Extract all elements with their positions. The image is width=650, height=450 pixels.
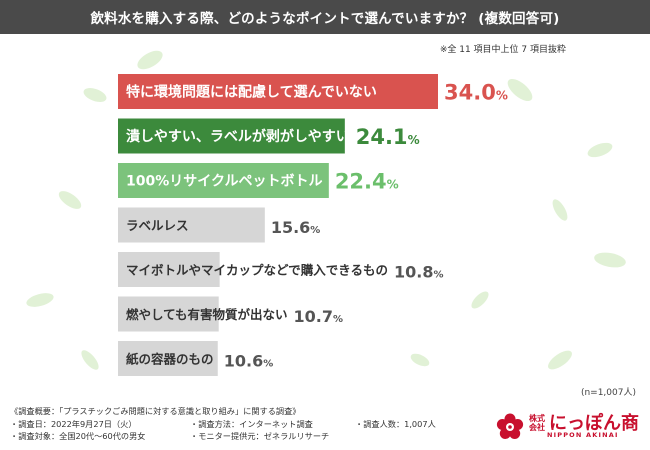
bar-2 <box>118 118 345 154</box>
bar-4 <box>118 207 265 243</box>
bar-label-2: 潰しやすい、ラベルが剥がしやすい <box>126 128 350 145</box>
bar-3 <box>118 163 329 198</box>
survey-count: ・調査人数：1,007人 <box>355 418 436 429</box>
bar-1 <box>118 74 438 109</box>
page-title: 飲料水を購入する際、どのようなポイントで選んでいますか？ (複数回答可) <box>0 0 650 34</box>
sample-size: (n=1,007人) <box>580 388 636 398</box>
bar-value-2: 24.1% <box>356 125 420 149</box>
survey-date: ・調査日：2022年9月27日（火） <box>10 418 137 429</box>
bar-6 <box>118 296 219 332</box>
bar-5 <box>118 252 220 287</box>
plum-blossom-icon <box>496 413 524 439</box>
bar-label-7: 紙の容器のもの <box>126 352 214 367</box>
bar-7 <box>118 341 218 376</box>
logo-company-type: 株式会社 <box>529 414 545 432</box>
bar-value-5: 10.8% <box>394 263 444 282</box>
survey-title: 《調査概要：「プラスチックごみ問題に対する意識と取り組み」に関する調査》 <box>10 406 301 416</box>
bar-label-1: 特に環境問題には配慮して選んでいない <box>126 84 377 101</box>
survey-method: ・調査方法：インターネット調査 <box>190 418 313 429</box>
company-logo: 株式会社 にっぽん商 NIPPON AKINAI <box>495 411 645 443</box>
bar-value-3: 22.4% <box>335 170 399 194</box>
logo-romaji: NIPPON AKINAI <box>547 431 619 439</box>
survey-target: ・調査対象：全国20代〜60代の男女 <box>10 431 146 441</box>
items-note: ※全 11 項目中上位 7 項目抜粋 <box>439 45 566 55</box>
bar-value-1: 34.0% <box>444 81 508 105</box>
bar-value-7: 10.6% <box>224 352 274 371</box>
bar-value-6: 10.7% <box>294 307 344 326</box>
bar-label-6: 燃やしても有害物質が出ない <box>126 307 288 322</box>
bar-value-4: 15.6% <box>271 218 321 237</box>
bar-label-5: マイボトルやマイカップなどで購入できるもの <box>126 263 388 278</box>
bar-label-3: 100%リサイクルペットボトル <box>126 174 323 190</box>
bar-label-4: ラベルレス <box>126 218 189 233</box>
survey-summary: 《調査概要：「プラスチックごみ問題に対する意識と取り組み」に関する調査》 ・調査… <box>10 405 480 443</box>
survey-monitor: ・モニター提供元：ゼネラルリサーチ <box>190 431 330 441</box>
logo-name: にっぽん商 <box>549 413 639 434</box>
